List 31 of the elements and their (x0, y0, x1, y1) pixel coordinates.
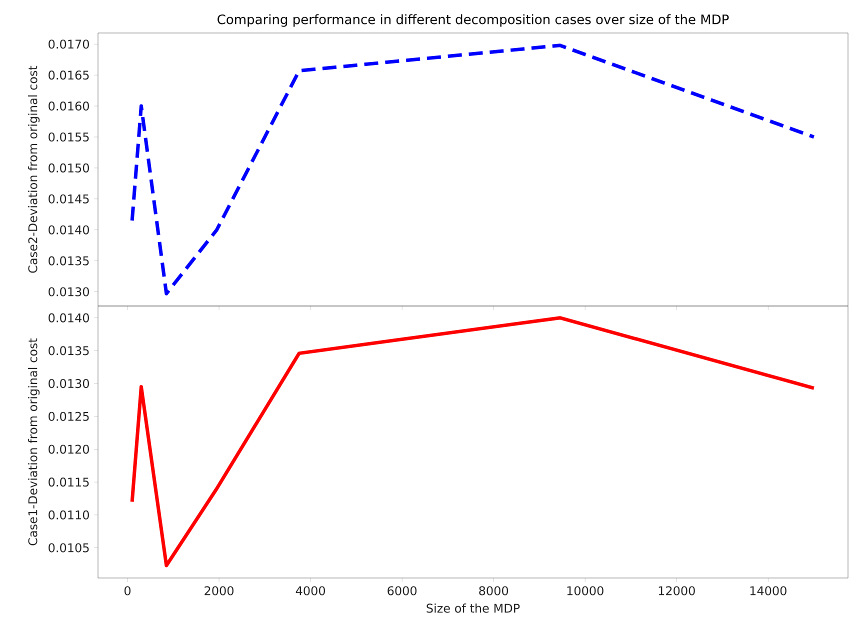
x-tick-label: 10000 (567, 586, 604, 596)
y-tick-label: 0.0130 (48, 287, 89, 296)
y-tick-label: 0.0160 (48, 102, 89, 111)
y-tick-label: 0.0135 (48, 346, 89, 356)
y-tick-label: 0.0165 (48, 70, 89, 80)
y-tick-label: 0.0150 (48, 163, 89, 172)
x-tick-label: 2000 (204, 586, 234, 596)
y-tick-label: 0.0145 (48, 194, 89, 204)
x-tick-label: 8000 (479, 586, 508, 596)
x-tick-label: 6000 (388, 586, 417, 596)
y-tick-label: 0.0105 (48, 543, 89, 552)
y-axis-title: Case1-Deviation from original cost (28, 338, 40, 546)
chart-title: Comparing performance in different decomposition cases over size of the MDP (218, 14, 729, 27)
y-tick-label: 0.0155 (48, 132, 89, 142)
y-tick-label: 0.0140 (48, 313, 89, 322)
x-tick-label: 14000 (750, 586, 786, 596)
y-tick-label: 0.0120 (48, 444, 89, 454)
line-series (130, 44, 816, 296)
y-tick-label: 0.0125 (48, 412, 89, 421)
y-tick-label: 0.0135 (48, 256, 89, 266)
y-tick-label: 0.0140 (48, 225, 89, 234)
line-series (130, 316, 816, 568)
y-tick-label: 0.0130 (48, 378, 89, 388)
x-tick-label: 0 (124, 586, 131, 596)
x-tick-label: 4000 (296, 586, 326, 596)
x-axis-title: Size of the MDP (426, 603, 520, 613)
y-axis-title: Case2-Deviation from original cost (28, 66, 40, 273)
y-tick-label: 0.0110 (48, 510, 89, 520)
y-tick-label: 0.0170 (48, 40, 89, 49)
y-tick-label: 0.0115 (48, 478, 89, 487)
x-tick-label: 12000 (658, 586, 695, 596)
